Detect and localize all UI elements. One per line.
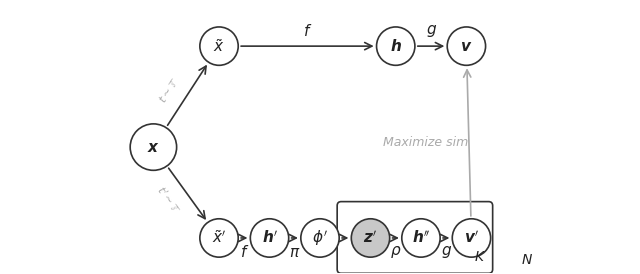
Circle shape bbox=[200, 27, 238, 65]
Text: $f$: $f$ bbox=[239, 244, 249, 260]
Circle shape bbox=[351, 219, 390, 257]
Circle shape bbox=[452, 219, 491, 257]
Text: $\boldsymbol{v}$: $\boldsymbol{v}$ bbox=[460, 39, 472, 54]
Text: $f$: $f$ bbox=[303, 23, 312, 39]
Text: $N$: $N$ bbox=[520, 253, 532, 267]
Text: $g$: $g$ bbox=[426, 23, 436, 39]
Circle shape bbox=[301, 219, 339, 257]
Text: $\boldsymbol{v}'$: $\boldsymbol{v}'$ bbox=[464, 230, 479, 246]
Text: $\rho$: $\rho$ bbox=[390, 244, 401, 260]
Text: $\boldsymbol{z}'$: $\boldsymbol{z}'$ bbox=[364, 230, 378, 246]
Text: $\tilde{x}$: $\tilde{x}$ bbox=[213, 38, 225, 55]
Text: $K$: $K$ bbox=[474, 250, 486, 264]
Circle shape bbox=[376, 27, 415, 65]
Circle shape bbox=[402, 219, 440, 257]
Text: $\tilde{x}'$: $\tilde{x}'$ bbox=[212, 230, 226, 246]
Text: $\phi'$: $\phi'$ bbox=[312, 228, 328, 248]
Circle shape bbox=[200, 219, 238, 257]
Circle shape bbox=[447, 27, 486, 65]
Text: $t' \sim \mathbb{T}$: $t' \sim \mathbb{T}$ bbox=[154, 184, 183, 216]
FancyBboxPatch shape bbox=[337, 202, 493, 273]
Text: $\boldsymbol{h}''$: $\boldsymbol{h}''$ bbox=[412, 230, 430, 246]
Text: $g$: $g$ bbox=[441, 244, 452, 260]
Text: $\pi$: $\pi$ bbox=[289, 245, 300, 259]
Text: Maximize sim: Maximize sim bbox=[383, 136, 468, 149]
Text: $\boldsymbol{x}$: $\boldsymbol{x}$ bbox=[147, 139, 160, 155]
Text: $t \sim \mathbb{T}$: $t \sim \mathbb{T}$ bbox=[156, 76, 181, 105]
Circle shape bbox=[250, 219, 289, 257]
FancyBboxPatch shape bbox=[101, 0, 543, 274]
Text: $\boldsymbol{h}'$: $\boldsymbol{h}'$ bbox=[262, 230, 277, 246]
Text: $\boldsymbol{h}$: $\boldsymbol{h}$ bbox=[390, 38, 402, 54]
Circle shape bbox=[130, 124, 177, 170]
